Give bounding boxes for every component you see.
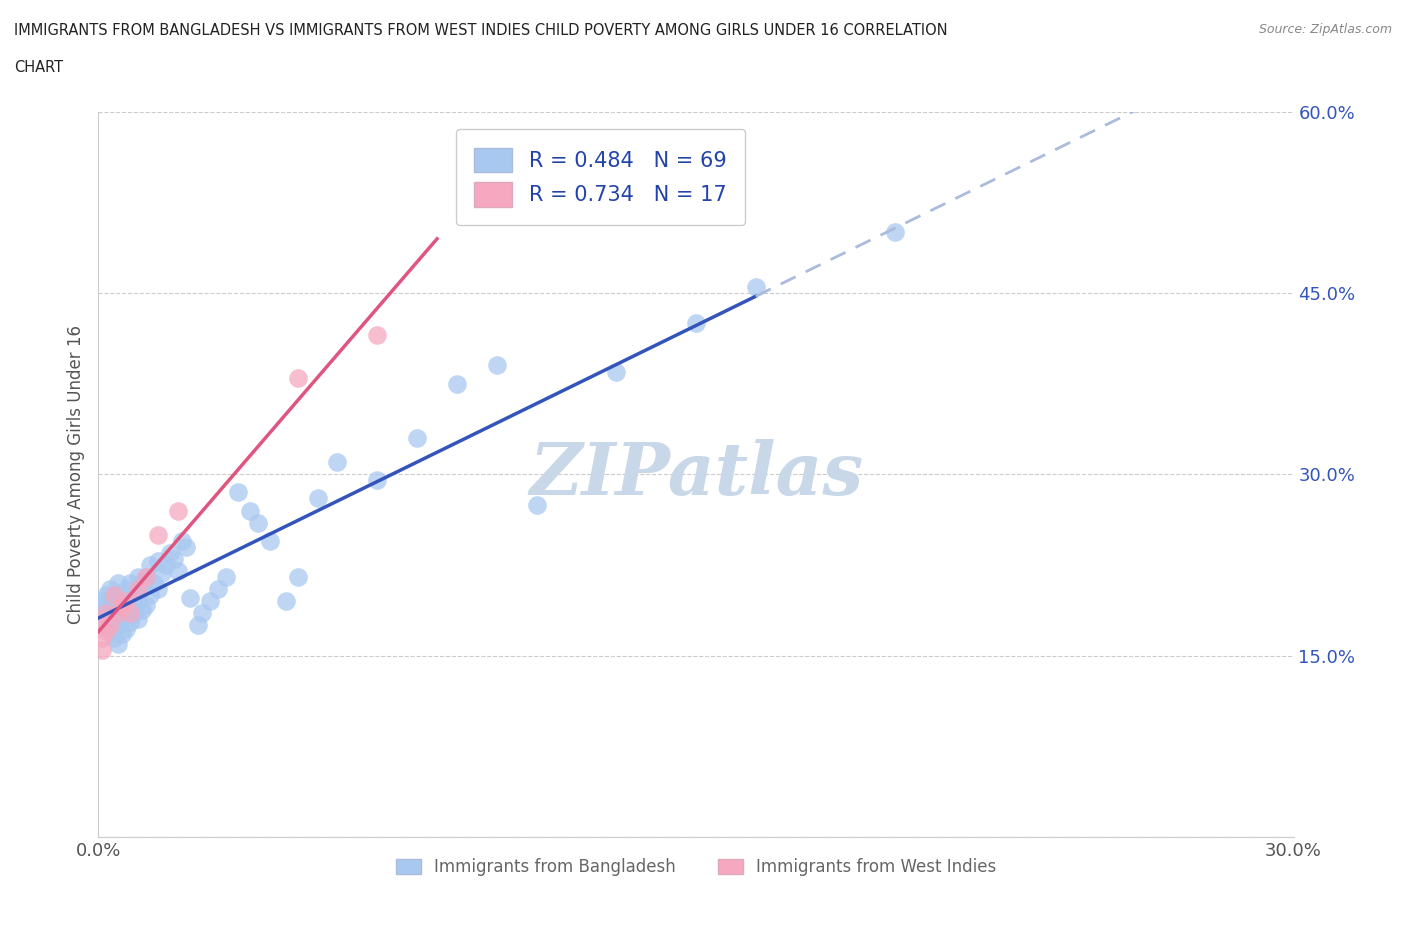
Point	[246, 515, 269, 530]
Point	[107, 636, 129, 651]
Point	[124, 606, 146, 621]
Legend: Immigrants from Bangladesh, Immigrants from West Indies: Immigrants from Bangladesh, Immigrants f…	[389, 852, 1002, 883]
Point	[148, 527, 170, 542]
Text: CHART: CHART	[14, 60, 63, 75]
Point	[111, 600, 134, 615]
Point	[107, 576, 129, 591]
Point	[98, 594, 122, 609]
Point	[485, 358, 508, 373]
Point	[605, 365, 627, 379]
Point	[111, 609, 134, 624]
Point	[91, 606, 114, 621]
Point	[91, 642, 114, 657]
Point	[103, 588, 125, 603]
Point	[187, 618, 209, 633]
Point	[111, 591, 134, 605]
Point	[96, 618, 118, 633]
Point	[215, 569, 238, 585]
Point	[107, 606, 129, 621]
Point	[198, 594, 221, 609]
Point	[526, 497, 548, 512]
Point	[96, 624, 118, 639]
Point	[107, 618, 129, 633]
Point	[745, 279, 768, 294]
Point	[120, 615, 142, 630]
Point	[96, 600, 118, 615]
Point	[89, 618, 111, 633]
Point	[366, 473, 388, 488]
Point	[120, 576, 142, 591]
Point	[167, 564, 190, 578]
Point	[685, 316, 707, 331]
Point	[135, 569, 157, 585]
Point	[239, 503, 262, 518]
Point	[103, 618, 125, 633]
Point	[107, 600, 129, 615]
Point	[127, 612, 149, 627]
Point	[127, 569, 149, 585]
Point	[98, 612, 122, 627]
Point	[174, 539, 197, 554]
Point	[91, 631, 114, 645]
Point	[326, 455, 349, 470]
Point	[287, 569, 309, 585]
Point	[163, 551, 186, 566]
Point	[274, 594, 297, 609]
Point	[139, 588, 162, 603]
Point	[127, 594, 149, 609]
Point	[124, 588, 146, 603]
Point	[120, 597, 142, 612]
Point	[115, 582, 138, 597]
Point	[287, 370, 309, 385]
Text: ZIPatlas: ZIPatlas	[529, 439, 863, 510]
Point	[111, 627, 134, 642]
Point	[148, 582, 170, 597]
Point	[131, 603, 153, 618]
Text: Source: ZipAtlas.com: Source: ZipAtlas.com	[1258, 23, 1392, 36]
Point	[207, 582, 229, 597]
Point	[115, 603, 138, 618]
Point	[406, 431, 429, 445]
Point	[150, 566, 173, 581]
Point	[179, 591, 201, 605]
Y-axis label: Child Poverty Among Girls Under 16: Child Poverty Among Girls Under 16	[66, 325, 84, 624]
Point	[155, 558, 177, 573]
Point	[446, 376, 468, 391]
Point	[307, 491, 329, 506]
Point	[115, 621, 138, 636]
Point	[366, 328, 388, 343]
Point	[259, 534, 281, 549]
Point	[159, 545, 181, 560]
Point	[98, 582, 122, 597]
Point	[115, 594, 138, 609]
Point	[103, 588, 125, 603]
Text: IMMIGRANTS FROM BANGLADESH VS IMMIGRANTS FROM WEST INDIES CHILD POVERTY AMONG GI: IMMIGRANTS FROM BANGLADESH VS IMMIGRANTS…	[14, 23, 948, 38]
Point	[139, 558, 162, 573]
Point	[127, 582, 149, 597]
Point	[172, 534, 194, 549]
Point	[148, 554, 170, 569]
Point	[191, 606, 214, 621]
Point	[135, 569, 157, 585]
Point	[884, 225, 907, 240]
Point	[167, 503, 190, 518]
Point	[143, 576, 166, 591]
Point	[135, 597, 157, 612]
Point	[120, 606, 142, 621]
Point	[103, 631, 125, 645]
Point	[96, 588, 118, 603]
Point	[91, 594, 114, 609]
Point	[96, 606, 118, 621]
Point	[98, 624, 122, 639]
Point	[226, 485, 249, 500]
Point	[131, 576, 153, 591]
Point	[98, 618, 122, 633]
